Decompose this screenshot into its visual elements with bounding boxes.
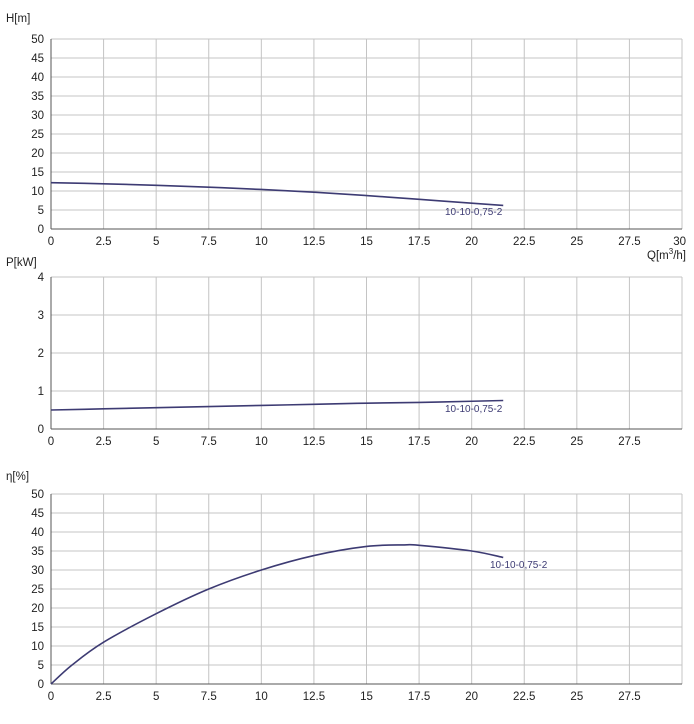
x-tick-label: 0 bbox=[48, 436, 54, 448]
y-tick-label: 15 bbox=[31, 167, 44, 179]
x-tick-label: 15 bbox=[360, 691, 373, 703]
y-tick-label: 0 bbox=[38, 679, 44, 691]
y-tick-label: 20 bbox=[31, 148, 44, 160]
y-tick-label: 25 bbox=[31, 584, 44, 596]
x-tick-label: 5 bbox=[153, 436, 159, 448]
x-tick-label: 20 bbox=[465, 436, 478, 448]
series-line bbox=[50, 543, 504, 685]
series-label: 10-10-0,75-2 bbox=[445, 207, 503, 218]
y-tick-label: 0 bbox=[38, 224, 44, 236]
y-tick-label: 25 bbox=[31, 129, 44, 141]
y-tick-label: 1 bbox=[38, 386, 44, 398]
x-tick-label: 5 bbox=[153, 691, 159, 703]
x-tick-label: 0 bbox=[48, 691, 54, 703]
y-tick-label: 5 bbox=[38, 205, 44, 217]
y-axis-label: H[m] bbox=[6, 13, 30, 25]
x-tick-label: 15 bbox=[360, 436, 373, 448]
x-tick-label: 27.5 bbox=[618, 436, 640, 448]
x-tick-label: 5 bbox=[153, 236, 159, 248]
x-tick-label: 12.5 bbox=[303, 436, 325, 448]
x-tick-label: 17.5 bbox=[408, 691, 430, 703]
y-tick-label: 4 bbox=[38, 272, 45, 284]
series-label: 10-10-0,75-2 bbox=[445, 404, 503, 415]
x-tick-label: 15 bbox=[360, 236, 373, 248]
x-tick-label: 12.5 bbox=[303, 691, 325, 703]
x-tick-label: 17.5 bbox=[408, 236, 430, 248]
x-tick-label: 30 bbox=[673, 236, 686, 248]
y-tick-label: 45 bbox=[31, 508, 44, 520]
x-tick-label: 17.5 bbox=[408, 436, 430, 448]
x-tick-label: 10 bbox=[255, 436, 268, 448]
x-axis-label: Q[m3/h] bbox=[647, 247, 686, 262]
x-tick-label: 2.5 bbox=[96, 436, 112, 448]
chart-panel-2: 0 1 2 3 4 0 2.5 5 7.5 10 12.5 15 17.5 20 22.5 25 27.5 P[k… bbox=[6, 257, 683, 448]
y-tick-label: 2 bbox=[38, 348, 44, 360]
x-tick-label: 25 bbox=[570, 436, 583, 448]
y-tick-label: 5 bbox=[38, 660, 44, 672]
x-tick-label: 22.5 bbox=[513, 691, 535, 703]
y-tick-label: 10 bbox=[31, 641, 44, 653]
y-tick-label: 40 bbox=[31, 72, 44, 84]
x-tick-label: 20 bbox=[465, 236, 478, 248]
x-tick-label: 0 bbox=[48, 236, 54, 248]
y-tick-label: 45 bbox=[31, 53, 44, 65]
x-tick-label: 10 bbox=[255, 236, 268, 248]
y-tick-label: 40 bbox=[31, 527, 44, 539]
x-tick-label: 2.5 bbox=[96, 691, 112, 703]
x-tick-label: 27.5 bbox=[618, 691, 640, 703]
y-tick-label: 35 bbox=[31, 546, 44, 558]
y-tick-label: 30 bbox=[31, 110, 44, 122]
series-line bbox=[50, 399, 504, 411]
y-tick-label: 10 bbox=[31, 186, 44, 198]
series-line bbox=[50, 181, 504, 207]
y-tick-label: 30 bbox=[31, 565, 44, 577]
x-tick-label: 7.5 bbox=[201, 236, 217, 248]
x-tick-label: 22.5 bbox=[513, 236, 535, 248]
y-tick-label: 20 bbox=[31, 603, 44, 615]
x-tick-label: 7.5 bbox=[201, 691, 217, 703]
x-tick-label: 12.5 bbox=[303, 236, 325, 248]
y-tick-label: 50 bbox=[31, 489, 44, 501]
x-tick-label: 7.5 bbox=[201, 436, 217, 448]
x-tick-label: 27.5 bbox=[618, 236, 640, 248]
x-tick-label: 22.5 bbox=[513, 436, 535, 448]
x-tick-label: 20 bbox=[465, 691, 478, 703]
y-tick-label: 0 bbox=[38, 424, 44, 436]
y-tick-label: 35 bbox=[31, 91, 44, 103]
x-tick-label: 25 bbox=[570, 691, 583, 703]
x-tick-label: 2.5 bbox=[96, 236, 112, 248]
series-label: 10-10-0,75-2 bbox=[490, 560, 548, 571]
chart-panel-1: 0 5 10 15 20 25 30 35 40 45 50 0 2.5 5 7.5 10 12.5 15 17.5… bbox=[6, 13, 686, 262]
chart-panel-3: 0 5 10 15 20 25 30 35 40 45 50 0 2.5 5 7.5 10 12.5 15 17.5… bbox=[6, 471, 683, 703]
y-tick-label: 50 bbox=[31, 34, 44, 46]
y-tick-label: 15 bbox=[31, 622, 44, 634]
y-tick-label: 3 bbox=[38, 310, 44, 322]
y-axis-label: η[%] bbox=[6, 471, 29, 483]
y-axis-label: P[kW] bbox=[6, 257, 37, 269]
x-tick-label: 25 bbox=[570, 236, 583, 248]
x-tick-label: 10 bbox=[255, 691, 268, 703]
